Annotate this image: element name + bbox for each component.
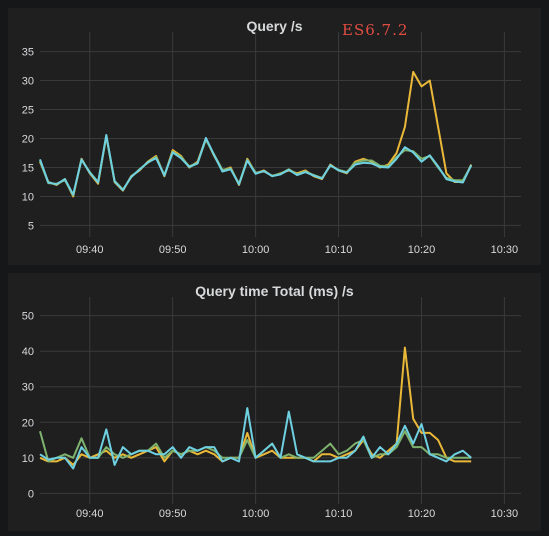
y-tick-label: 10: [22, 453, 34, 465]
y-tick-label: 5: [28, 220, 34, 232]
y-tick-label: 25: [22, 105, 34, 117]
panel-title-query-rate[interactable]: Query /s: [246, 18, 303, 34]
y-tick-label: 20: [22, 134, 34, 146]
y-tick-label: 40: [22, 346, 34, 358]
x-tick-label: 10:10: [325, 244, 353, 256]
x-tick-label: 10:20: [408, 508, 436, 520]
x-tick-label: 10:20: [408, 244, 436, 256]
panel-title-query-time[interactable]: Query time Total (ms) /s: [195, 283, 354, 299]
x-tick-label: 10:30: [491, 244, 519, 256]
y-tick-label: 35: [22, 47, 34, 59]
series-line-3[interactable]: [39, 134, 473, 196]
y-tick-label: 30: [22, 382, 34, 394]
x-tick-label: 09:40: [76, 244, 104, 256]
x-tick-label: 10:10: [325, 508, 353, 520]
y-tick-label: 15: [22, 162, 34, 174]
y-tick-label: 30: [22, 76, 34, 88]
y-tick-label: 0: [28, 488, 34, 500]
query-time-panel: Query time Total (ms) /s 0 10 20 30 40 50 09:4…: [8, 273, 541, 531]
y-tick-label: 50: [22, 311, 34, 323]
series-line-3[interactable]: [39, 407, 472, 470]
y-tick-label: 10: [22, 191, 34, 203]
x-tick-label: 09:50: [159, 244, 187, 256]
x-tick-label: 10:30: [491, 508, 519, 520]
y-tick-label: 20: [22, 417, 34, 429]
es-version-annotation: ES6.7.2: [342, 21, 409, 39]
x-tick-label: 09:50: [159, 508, 187, 520]
x-tick-label: 10:00: [242, 244, 270, 256]
x-tick-label: 09:40: [76, 508, 104, 520]
query-rate-chart[interactable]: 5 10 15 20 25 30 35 09:40 09:50 10:00 10:10 10:20 10…: [8, 8, 541, 265]
x-tick-label: 10:00: [242, 508, 270, 520]
query-rate-panel: Query /s ES6.7.2 5 10 15 20 25 30 35 09:40 09:50…: [8, 8, 541, 265]
query-time-chart[interactable]: 0 10 20 30 40 50 09:40 09:50 10:00 10:10 10:20 10:3…: [8, 273, 541, 531]
